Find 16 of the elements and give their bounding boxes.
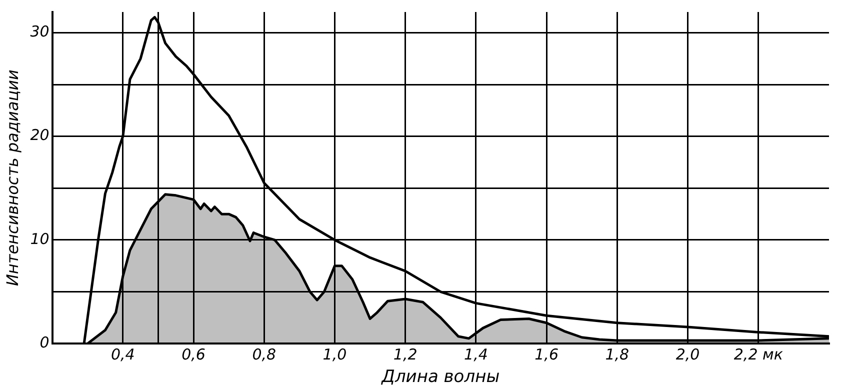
y-axis-title: Интенсивность радиации — [2, 70, 22, 286]
x-tick-label: 1,0 — [322, 345, 347, 364]
x-tick-label: 0,8 — [252, 345, 276, 364]
y-tick-label: 30 — [30, 22, 50, 41]
y-tick-label: 10 — [30, 230, 50, 248]
y-tick-label: 0 — [40, 333, 50, 352]
x-tick-label: 0,6 — [182, 345, 206, 364]
x-tick-label: 1,2 — [393, 345, 418, 364]
x-tick-label: 2,0 — [676, 345, 700, 364]
x-tick-label: 1,4 — [464, 345, 488, 364]
x-tick-label: 1,8 — [605, 345, 630, 364]
x-tick-label: 2,2 мк — [734, 345, 783, 364]
x-axis-title: Длина волны — [380, 367, 500, 388]
x-tick-label: 1,6 — [534, 345, 558, 364]
y-tick-label: 20 — [30, 126, 50, 144]
x-tick-label: 0,4 — [110, 345, 135, 364]
